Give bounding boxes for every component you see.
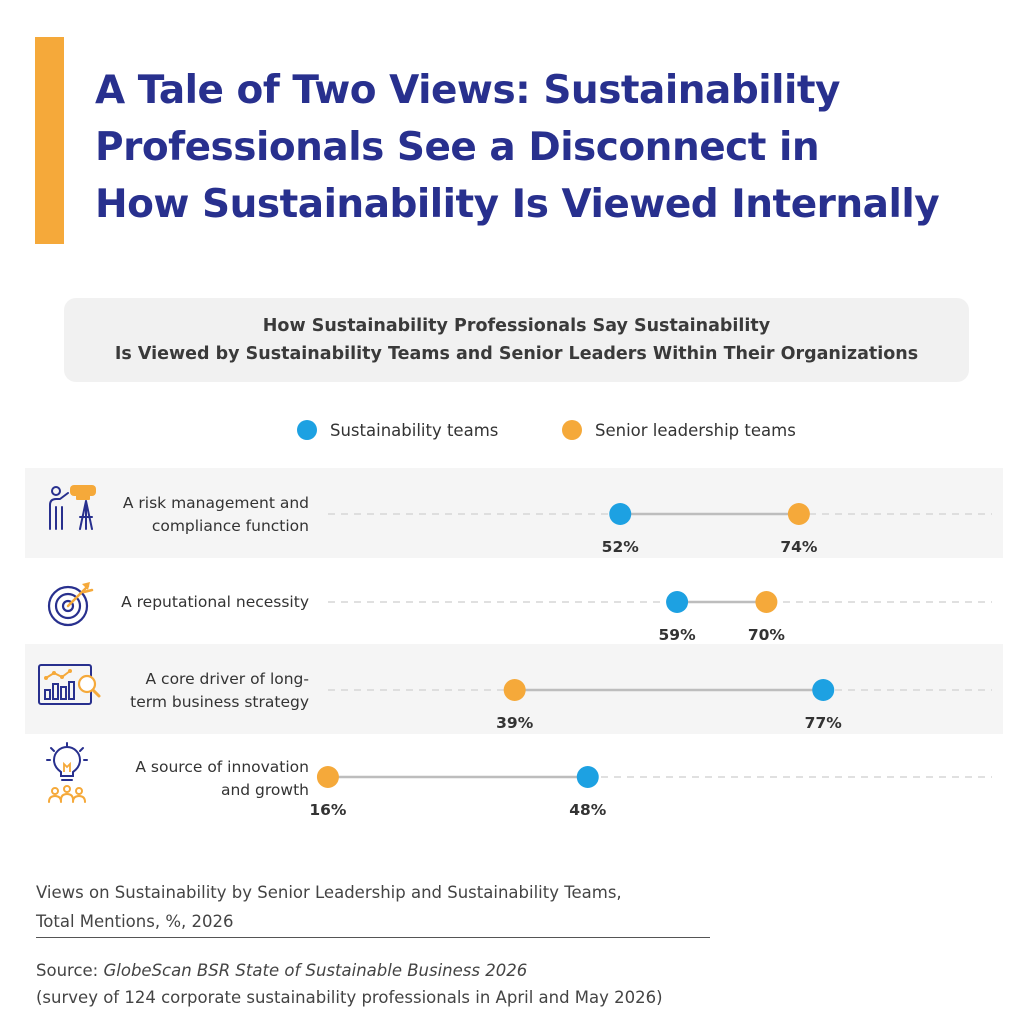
row-label-line: A risk management and [122, 494, 309, 512]
chart-magnifier-icon [38, 664, 101, 705]
title-line: Professionals See a Disconnect in [95, 125, 820, 170]
data-label: 52% [602, 538, 640, 556]
data-label: 59% [659, 626, 697, 644]
data-point [316, 766, 339, 788]
footer-divider [36, 937, 710, 938]
data-label: 70% [748, 626, 786, 644]
row-label-line: A source of innovation [135, 758, 309, 776]
data-label: 48% [569, 801, 607, 819]
data-point [576, 766, 599, 788]
row-band [25, 468, 1003, 558]
row-label-line: term business strategy [130, 693, 309, 711]
data-label: 16% [309, 801, 347, 819]
legend-item-senior-leadership: Senior leadership teams [562, 420, 796, 440]
legend-swatch [562, 420, 582, 440]
row-label-line: and growth [220, 781, 309, 799]
legend-label: Sustainability teams [330, 420, 499, 440]
legend-item-sustainability-teams: Sustainability teams [297, 420, 498, 440]
binoculars-person-icon [49, 485, 96, 530]
row-label-reputation: A reputational necessity [49, 591, 309, 614]
title-accent-bar [35, 37, 64, 244]
data-point [503, 679, 526, 701]
row-label-line: A core driver of long- [145, 670, 309, 688]
data-label: 77% [805, 714, 843, 732]
target-arrow-icon [47, 582, 94, 627]
legend-label: Senior leadership teams [595, 420, 796, 440]
chart-legend: Sustainability teams Senior leadership t… [0, 420, 1024, 446]
data-point [609, 503, 632, 525]
title-line: How Sustainability Is Viewed Internally [95, 182, 940, 227]
legend-swatch [297, 420, 317, 440]
row-label-risk: A risk management and compliance functio… [49, 492, 309, 538]
source-title: GlobeScan BSR State of Sustainable Busin… [103, 961, 528, 980]
chart-subtitle: How Sustainability Professionals Say Sus… [64, 312, 969, 368]
figure-caption: Views on Sustainability by Senior Leader… [36, 878, 622, 936]
data-label: 74% [780, 538, 818, 556]
chart-subtitle-line: Is Viewed by Sustainability Teams and Se… [114, 344, 919, 364]
data-point [666, 591, 689, 613]
data-point [787, 503, 810, 525]
caption-line: Total Mentions, %, 2026 [36, 912, 234, 931]
data-point [755, 591, 778, 613]
row-label-line: A reputational necessity [121, 593, 309, 611]
row-label-strategy: A core driver of long- term business str… [49, 668, 309, 714]
source-label: Source: [36, 961, 99, 980]
caption-line: Views on Sustainability by Senior Leader… [36, 883, 622, 902]
source-note: Source: GlobeScan BSR State of Sustainab… [36, 957, 663, 1011]
source-detail: (survey of 124 corporate sustainability … [36, 988, 663, 1007]
data-point [812, 679, 835, 701]
chart-subtitle-box: How Sustainability Professionals Say Sus… [64, 298, 969, 382]
page-title: A Tale of Two Views: Sustainability Prof… [95, 62, 1005, 233]
title-line: A Tale of Two Views: Sustainability [95, 68, 840, 113]
chart-subtitle-line: How Sustainability Professionals Say Sus… [262, 316, 771, 336]
row-label-innovation: A source of innovation and growth [49, 756, 309, 802]
lightbulb-people-icon [46, 742, 88, 803]
data-label: 39% [496, 714, 534, 732]
row-label-line: compliance function [151, 517, 309, 535]
